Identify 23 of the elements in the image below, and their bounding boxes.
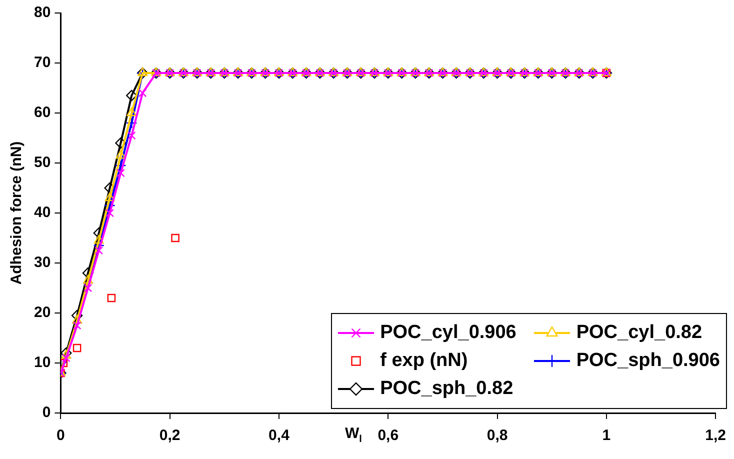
- y-tick-label: 0: [42, 404, 51, 422]
- x-tick-label: 0: [56, 427, 65, 444]
- y-tick-label: 30: [34, 254, 51, 272]
- legend-label: POC_cyl_0.906: [380, 322, 516, 344]
- y-tick-label: 70: [34, 54, 51, 72]
- x-tick-label: 0,8: [486, 427, 508, 444]
- legend-label: POC_sph_0.82: [380, 378, 514, 400]
- y-tick-label: 50: [34, 154, 51, 172]
- x-axis-title: W$_{l}$: [345, 425, 362, 445]
- legend-label: f exp (nN): [380, 350, 468, 372]
- legend-label: POC_cyl_0.82: [576, 322, 702, 344]
- y-tick-label: 10: [34, 354, 51, 372]
- x-tick-label: 0,4: [268, 427, 290, 444]
- y-tick-label: 40: [34, 204, 51, 222]
- x-tick-label: 1: [602, 427, 611, 444]
- y-tick-label: 20: [34, 304, 51, 322]
- x-tick-label: 1,2: [705, 427, 726, 444]
- y-tick-label: 80: [34, 4, 51, 22]
- y-axis-title: Adhesion force (nN): [8, 141, 26, 285]
- y-tick-label: 60: [34, 104, 51, 122]
- legend-label: POC_sph_0.906: [576, 350, 720, 372]
- x-tick-label: 0,2: [159, 427, 180, 444]
- x-tick-label: 0,6: [378, 427, 399, 444]
